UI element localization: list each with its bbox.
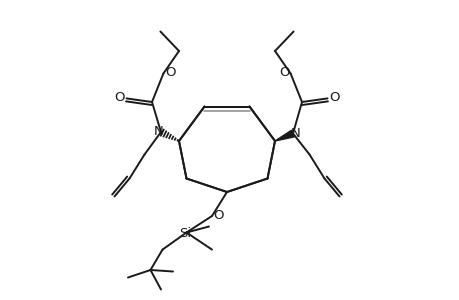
- Text: O: O: [328, 91, 339, 104]
- Text: O: O: [164, 65, 175, 79]
- Text: N: N: [153, 125, 163, 139]
- Text: O: O: [213, 208, 224, 222]
- Text: N: N: [290, 127, 300, 140]
- Text: O: O: [278, 65, 289, 79]
- Polygon shape: [274, 130, 294, 141]
- Text: O: O: [114, 91, 125, 104]
- Text: Si: Si: [179, 227, 191, 240]
